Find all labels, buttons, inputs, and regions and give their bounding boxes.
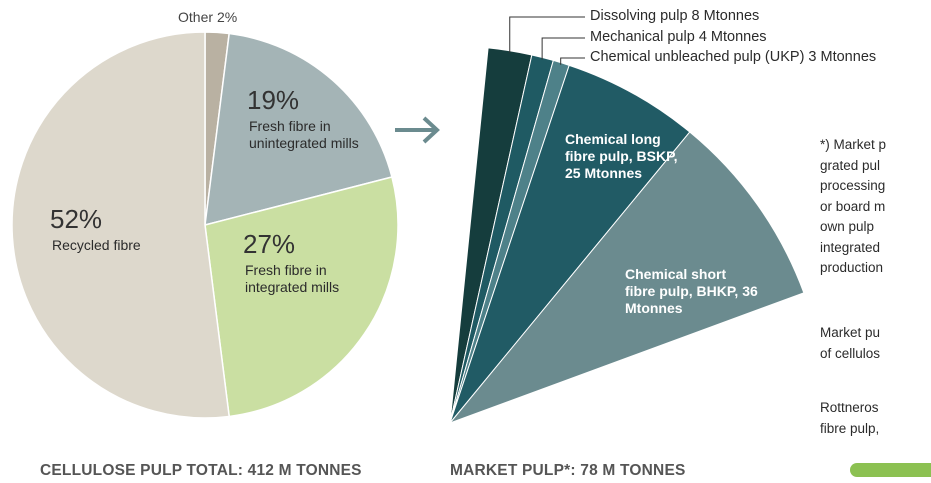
- segment-label: Chemical long fibre pulp, BSKP, 25 Mtonn…: [565, 131, 678, 181]
- leader-line: [560, 57, 585, 65]
- pie-slice: [204, 32, 393, 227]
- arrow: [395, 116, 440, 144]
- segment-label: Chemical unbleached pulp (UKP) 3 Mtonnes: [590, 49, 877, 65]
- note-line: or board m: [820, 198, 886, 214]
- note-line: Rottneros: [820, 400, 879, 415]
- segment-label: Mechanical pulp 4 Mtonnes: [590, 29, 767, 45]
- note-line: of cellulos: [820, 345, 881, 361]
- value-label: 19%: [247, 85, 300, 115]
- note-line: *) Market p: [820, 137, 887, 152]
- pie-slice: [11, 31, 231, 419]
- category-label: Fresh fibre in unintegrated mills: [249, 118, 359, 151]
- note-line: grated pul: [820, 157, 881, 173]
- note-line: processing: [820, 178, 886, 193]
- leader-line: [509, 16, 585, 53]
- note-line: production: [820, 260, 884, 275]
- slice-label: Other 2%: [178, 9, 237, 26]
- pie-slice: [204, 176, 399, 418]
- note-line: fibre pulp,: [820, 420, 880, 436]
- note-line: integrated: [820, 239, 881, 255]
- value-label: 27%: [243, 229, 296, 259]
- category-label: Recycled fibre: [52, 237, 141, 253]
- leader-line: [541, 37, 585, 60]
- value-label: 2%: [217, 9, 238, 25]
- value-label: 52%: [50, 204, 103, 234]
- category-label: Other: [178, 9, 214, 25]
- note-line: Market pu: [820, 325, 881, 340]
- pie-title: CELLULOSE PULP TOTAL: 412 M TONNES: [40, 462, 362, 479]
- button: [850, 463, 931, 477]
- fan-segment: [448, 131, 805, 425]
- segment-label: Dissolving pulp 8 Mtonnes: [590, 8, 760, 24]
- note-line: own pulp: [820, 219, 875, 234]
- category-label: Fresh fibre in integrated mills: [245, 262, 340, 295]
- fan-segment: [449, 64, 691, 424]
- fan-title: MARKET PULP*: 78 M TONNES: [450, 462, 686, 479]
- segment-label: Chemical short fibre pulp, BHKP, 36 Mton…: [625, 266, 758, 316]
